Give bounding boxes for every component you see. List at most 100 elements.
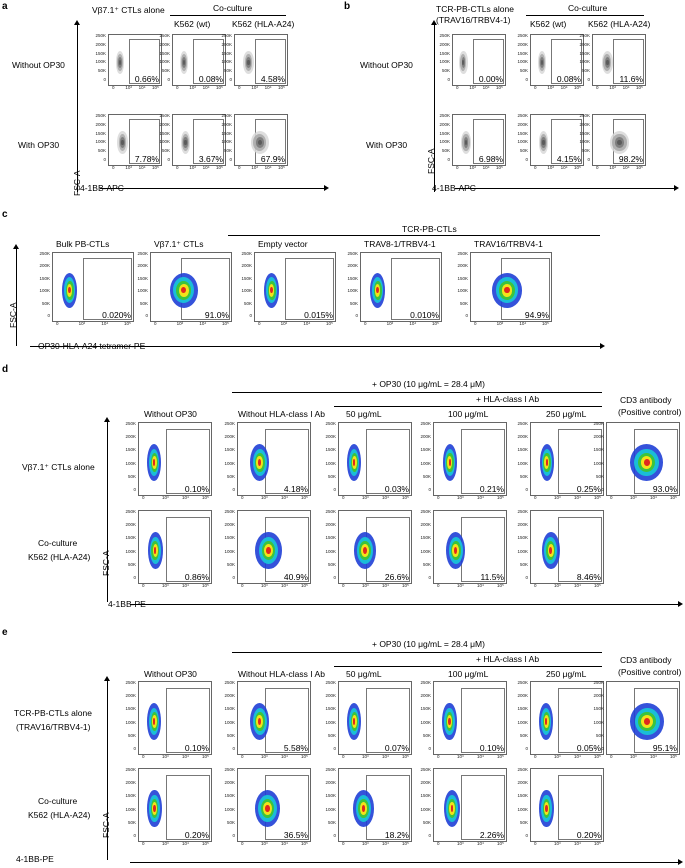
panel-d-row1-plot-1-density-4 — [257, 459, 262, 466]
panel-e-row2-plot-0-ytick-0: 250K — [125, 767, 136, 772]
panel-e-col-label-0: Without OP30 — [144, 669, 197, 679]
panel-e-row2-plot-1-xtick-3: 10⁵ — [301, 841, 308, 846]
panel-d-row2-plot-2-ytick-4: 50K — [327, 561, 336, 567]
panel-b-with-plot-1-ytick-2: 150K — [517, 130, 528, 136]
panel-d-row1-plot-4-ytick-1: 200K — [517, 434, 528, 440]
panel-b-with-plot-1-density-3 — [542, 140, 545, 145]
panel-d-row1-plot-4-percent: 0.25% — [576, 483, 601, 494]
panel-d-row1-plot-4-xtick-0: 0 — [534, 495, 537, 500]
panel-d-row1-plot-4-xtick-2: 10⁴ — [574, 495, 581, 500]
panel-c-col-label-4: TRAV16/TRBV4-1 — [474, 239, 543, 249]
panel-d-row2-plot-1-ytick-2: 150K — [224, 535, 235, 541]
panel-d-row1-plot-2-xtick-0: 0 — [342, 495, 345, 500]
panel-d-x-arrow — [678, 601, 683, 607]
panel-e-row1-plot-0-xtick-1: 10³ — [162, 754, 169, 759]
panel-c-plot-1-ytick-5: 0 — [145, 313, 148, 318]
panel-d-row1: Vβ7.1⁺ CTLs alone — [22, 462, 95, 472]
panel-a-with-plot-0-ytick-1: 200K — [95, 121, 106, 127]
panel-c-plot-3-density-4 — [376, 287, 380, 294]
panel-c-plot-0-percent: 0.020% — [102, 309, 131, 320]
panel-a-letter: a — [2, 1, 8, 12]
panel-e-row2-plot-4-xtick-0: 0 — [534, 841, 537, 846]
panel-d-row2-plot-1-xtick-1: 10³ — [261, 583, 268, 588]
panel-b-without-plot-1-ytick-3: 100K — [517, 59, 528, 65]
panel-a-row-with: With OP30 — [18, 140, 60, 150]
panel-d-row2-plot-0-ytick-3: 100K — [125, 548, 136, 554]
panel-d-row1-plot-1-ytick-5: 0 — [232, 487, 235, 492]
panel-a-without-plot-1-ytick-4: 50K — [161, 68, 170, 74]
panel-d-col-cd3-1: CD3 antibody — [620, 395, 672, 405]
panel-c-plot-0-ytick-5: 0 — [47, 313, 50, 318]
panel-d-row1-plot-3-xtick-3: 10⁵ — [497, 495, 504, 500]
panel-b-with-plot-0-xtick-3: 10⁵ — [496, 165, 503, 170]
panel-d-row2-plot-0-density-4 — [153, 547, 157, 554]
panel-d-row2-plot-1-ytick-5: 0 — [232, 575, 235, 580]
panel-d-row1-plot-3-ytick-3: 100K — [420, 460, 431, 466]
panel-d-row2-plot-1-xtick-2: 10⁴ — [281, 583, 288, 588]
panel-a-with-plot-1-ytick-1: 200K — [159, 121, 170, 127]
panel-d-row1-plot-5-density-4 — [643, 459, 650, 466]
panel-c-plot-1-xtick-1: 10³ — [176, 321, 184, 326]
panel-a-header-coculture: Co-culture — [213, 3, 253, 13]
panel-a-without-plot-1-density-3 — [182, 60, 185, 65]
panel-a-with-plot-0-gate — [129, 119, 160, 164]
panel-a-with-plot-2-ytick-3: 100K — [221, 139, 232, 145]
panel-a-without-plot-1-ytick-2: 150K — [159, 50, 170, 56]
panel-c-plot-4-ytick-2: 150K — [457, 275, 468, 281]
panel-e-row2-plot-0-xtick-3: 10⁵ — [202, 841, 209, 846]
panel-e-row1-plot-5-ytick-5: 0 — [601, 746, 604, 751]
panel-e-row1-plot-5-xtick-0: 0 — [610, 754, 613, 759]
panel-b-row-without: Without OP30 — [360, 60, 413, 70]
panel-d-row1-plot-2-percent: 0.03% — [384, 483, 409, 494]
panel-e-row1-plot-1-ytick-4: 50K — [226, 732, 235, 738]
panel-d-row2-plot-3-xtick-3: 10⁵ — [497, 583, 504, 588]
panel-d-row2-plot-1-xtick-0: 0 — [241, 583, 244, 588]
panel-e-row2-plot-4-ytick-5: 0 — [525, 833, 528, 838]
panel-a-with-plot-0-xtick-1: 10³ — [125, 165, 132, 170]
panel-e-row1-plot-2-xtick-2: 10⁴ — [382, 754, 389, 759]
panel-d-row1-plot-2-ytick-0: 250K — [325, 421, 336, 426]
panel-b-with-plot-2-ytick-2: 150K — [579, 130, 590, 136]
panel-d-row1-plot-5-xtick-1: 10³ — [630, 495, 637, 500]
panel-a-without-plot-0-xtick-1: 10³ — [125, 85, 132, 90]
panel-a-with-plot-0-percent: 7.78% — [134, 153, 159, 164]
panel-e-row1-plot-2-ytick-0: 250K — [325, 680, 336, 685]
panel-d-row1-plot-0-percent: 0.10% — [184, 483, 209, 494]
panel-b-with-plot-1-ytick-3: 100K — [517, 139, 528, 145]
panel-e-row2-plot-2-density-4 — [361, 805, 366, 812]
panel-d-row1-plot-4-ytick-0: 250K — [517, 421, 528, 426]
panel-d-row2-1: Co-culture — [38, 538, 78, 548]
panel-c-plot-3: 0.010% — [360, 252, 442, 322]
panel-e-row1-plot-2-density-4 — [352, 718, 356, 725]
panel-d-row1-plot-4-xtick-1: 10³ — [554, 495, 561, 500]
panel-e-row1-plot-5-ytick-0: 250K — [593, 680, 604, 685]
panel-d-row2-plot-0-ytick-4: 50K — [127, 561, 136, 567]
panel-b-without-plot-1-ytick-0: 250K — [517, 33, 528, 38]
panel-e-row1-plot-3: 0.10% — [433, 681, 507, 755]
panel-e-row1-plot-2-xtick-0: 0 — [342, 754, 345, 759]
panel-d-row1-plot-1-xtick-2: 10⁴ — [281, 495, 288, 500]
panel-e-row2-plot-4-xtick-1: 10³ — [554, 841, 561, 846]
panel-c-plot-1-ytick-3: 100K — [137, 288, 148, 294]
panel-c-plot-1-xtick-2: 10⁴ — [199, 321, 207, 326]
panel-b-x-axis-label: 4-1BB-APC — [432, 183, 476, 193]
panel-d-row1-plot-5-percent: 93.0% — [652, 483, 677, 494]
panel-c-plot-1-xtick-0: 0 — [154, 321, 157, 326]
panel-e-row1-plot-4-xtick-1: 10³ — [554, 754, 561, 759]
panel-e-row1-plot-1-xtick-0: 0 — [241, 754, 244, 759]
panel-d-row2-plot-3-ytick-1: 200K — [420, 522, 431, 528]
panel-b-x-arrow — [674, 185, 679, 191]
panel-b-with-plot-2-xtick-0: 0 — [596, 165, 599, 170]
panel-e-row1-plot-5-ytick-4: 50K — [595, 732, 604, 738]
panel-d-row1-plot-2-gate — [366, 429, 410, 494]
panel-c-plot-2-xtick-1: 10³ — [280, 321, 288, 326]
panel-c-plot-4-xtick-2: 10⁴ — [519, 321, 527, 326]
panel-d-row1-plot-5-ytick-2: 150K — [593, 447, 604, 453]
panel-a-without-plot-1-gate — [193, 39, 224, 84]
panel-e-row1-plot-3-xtick-3: 10⁵ — [497, 754, 504, 759]
panel-a-with-plot-0-ytick-3: 100K — [95, 139, 106, 145]
panel-d-row1-plot-4-xtick-3: 10⁵ — [594, 495, 601, 500]
panel-e-row1-plot-3-xtick-0: 0 — [437, 754, 440, 759]
panel-e-col-label-2: 50 μg/mL — [346, 669, 382, 679]
panel-b-with-plot-1: 4.15% — [530, 114, 584, 166]
